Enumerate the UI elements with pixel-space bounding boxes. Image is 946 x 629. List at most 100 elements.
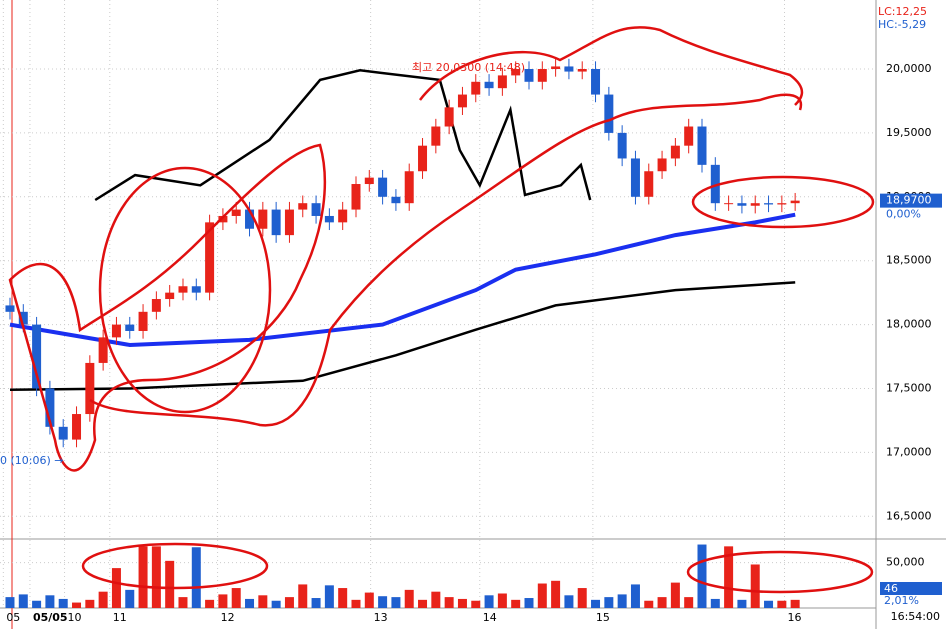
volume-bar [271,600,281,608]
candle-body [511,69,521,76]
candle-body [564,66,574,72]
volume-bar [404,589,414,608]
candle-body [32,324,42,389]
candle-body [750,203,760,206]
volume-bar [32,600,42,608]
volume-bar [151,546,161,608]
hc-label: HC:-5,29 [878,18,926,31]
volume-bar [324,585,334,608]
volume-bar [684,597,694,608]
candle-body [684,126,694,146]
candle-body [338,209,348,223]
volume-bar [258,595,268,608]
candle-body [58,426,68,440]
candle-body [125,324,135,331]
candle-body [617,132,627,159]
candle-body [5,305,15,312]
low-annotation: 0 (10:06) → [0,454,64,467]
candle-body [138,311,148,331]
candle-body [151,299,161,312]
candle-body [364,177,374,185]
y-tick-label: 18,0000 [886,318,932,331]
candle-body [45,388,55,427]
y-tick-label: 18,5000 [886,254,932,267]
hand-annotations [8,26,875,594]
candle-body [205,222,215,293]
candle-body [551,66,561,70]
candle-body [218,215,228,223]
circle-annotation [98,166,272,414]
volume-bar [218,594,228,608]
candle-body [790,200,800,204]
candle-body [245,209,255,229]
circle-annotation [686,550,874,594]
line-series [9,212,796,348]
volume-bar [497,593,507,608]
volume-bar [750,564,760,608]
y-tick-label: 16,5000 [886,509,932,522]
candle-body [497,75,507,89]
volume-bar [777,600,787,608]
candle-body [724,203,734,205]
volume-bar [737,599,747,608]
volume-bar [537,583,547,608]
volume-bar [418,599,428,608]
candle-body [111,324,121,338]
volume-bar [85,599,95,608]
candle-body [231,209,241,216]
volume [5,544,800,608]
volume-last: 46 [884,582,898,595]
volume-bar [764,600,774,608]
outline-annotation [8,143,327,472]
price-label: 18,9700 [886,194,932,207]
x-tick-label: 13 [374,611,388,624]
candle-body [644,171,654,197]
candle-body [191,286,201,293]
y-tick-label: 17,5000 [886,381,932,394]
line-series [9,281,796,392]
volume-bar [524,598,534,608]
volume-bar [617,594,627,608]
candle-body [72,414,82,440]
volume-bar [457,598,467,608]
volume-bar [298,584,308,608]
volume-bar [284,597,294,608]
lc-label: LC:12,25 [878,5,927,18]
volume-bar [58,598,68,608]
volume-bar [604,597,614,608]
volume-bar [431,591,441,608]
volume-bar [138,546,148,608]
volume-bar [165,560,175,608]
volume-bar [471,600,481,608]
volume-bar [178,597,188,608]
candle-body [471,81,481,95]
candle-body [537,69,547,82]
volume-bar [724,546,734,608]
candle-body [178,286,188,293]
x-tick-label: 05 [6,611,20,624]
volume-bar [444,597,454,608]
y-tick-label: 50,000 [886,556,925,569]
circle-annotation [691,175,875,229]
x-tick-label: 14 [483,611,497,624]
volume-bar [72,602,82,608]
candle-body [311,203,321,216]
volume-bar [231,588,241,608]
candle-body [657,158,667,172]
volume-bar [511,599,521,608]
x-tick-label: 11 [113,611,127,624]
candle-body [697,126,707,165]
volume-bar [338,588,348,608]
volume-bar [245,598,255,608]
time-label: 16:54:00 [891,610,940,623]
volume-bar [5,597,15,608]
candle-body [591,69,601,95]
candle-body [457,94,467,108]
y-tick-label: 20,0000 [886,62,932,75]
x-tick-label: 10 [68,611,82,624]
candle-body [630,158,640,197]
volume-change: 2,01% [884,594,919,607]
volume-bar [644,600,654,608]
candle-body [271,209,281,236]
